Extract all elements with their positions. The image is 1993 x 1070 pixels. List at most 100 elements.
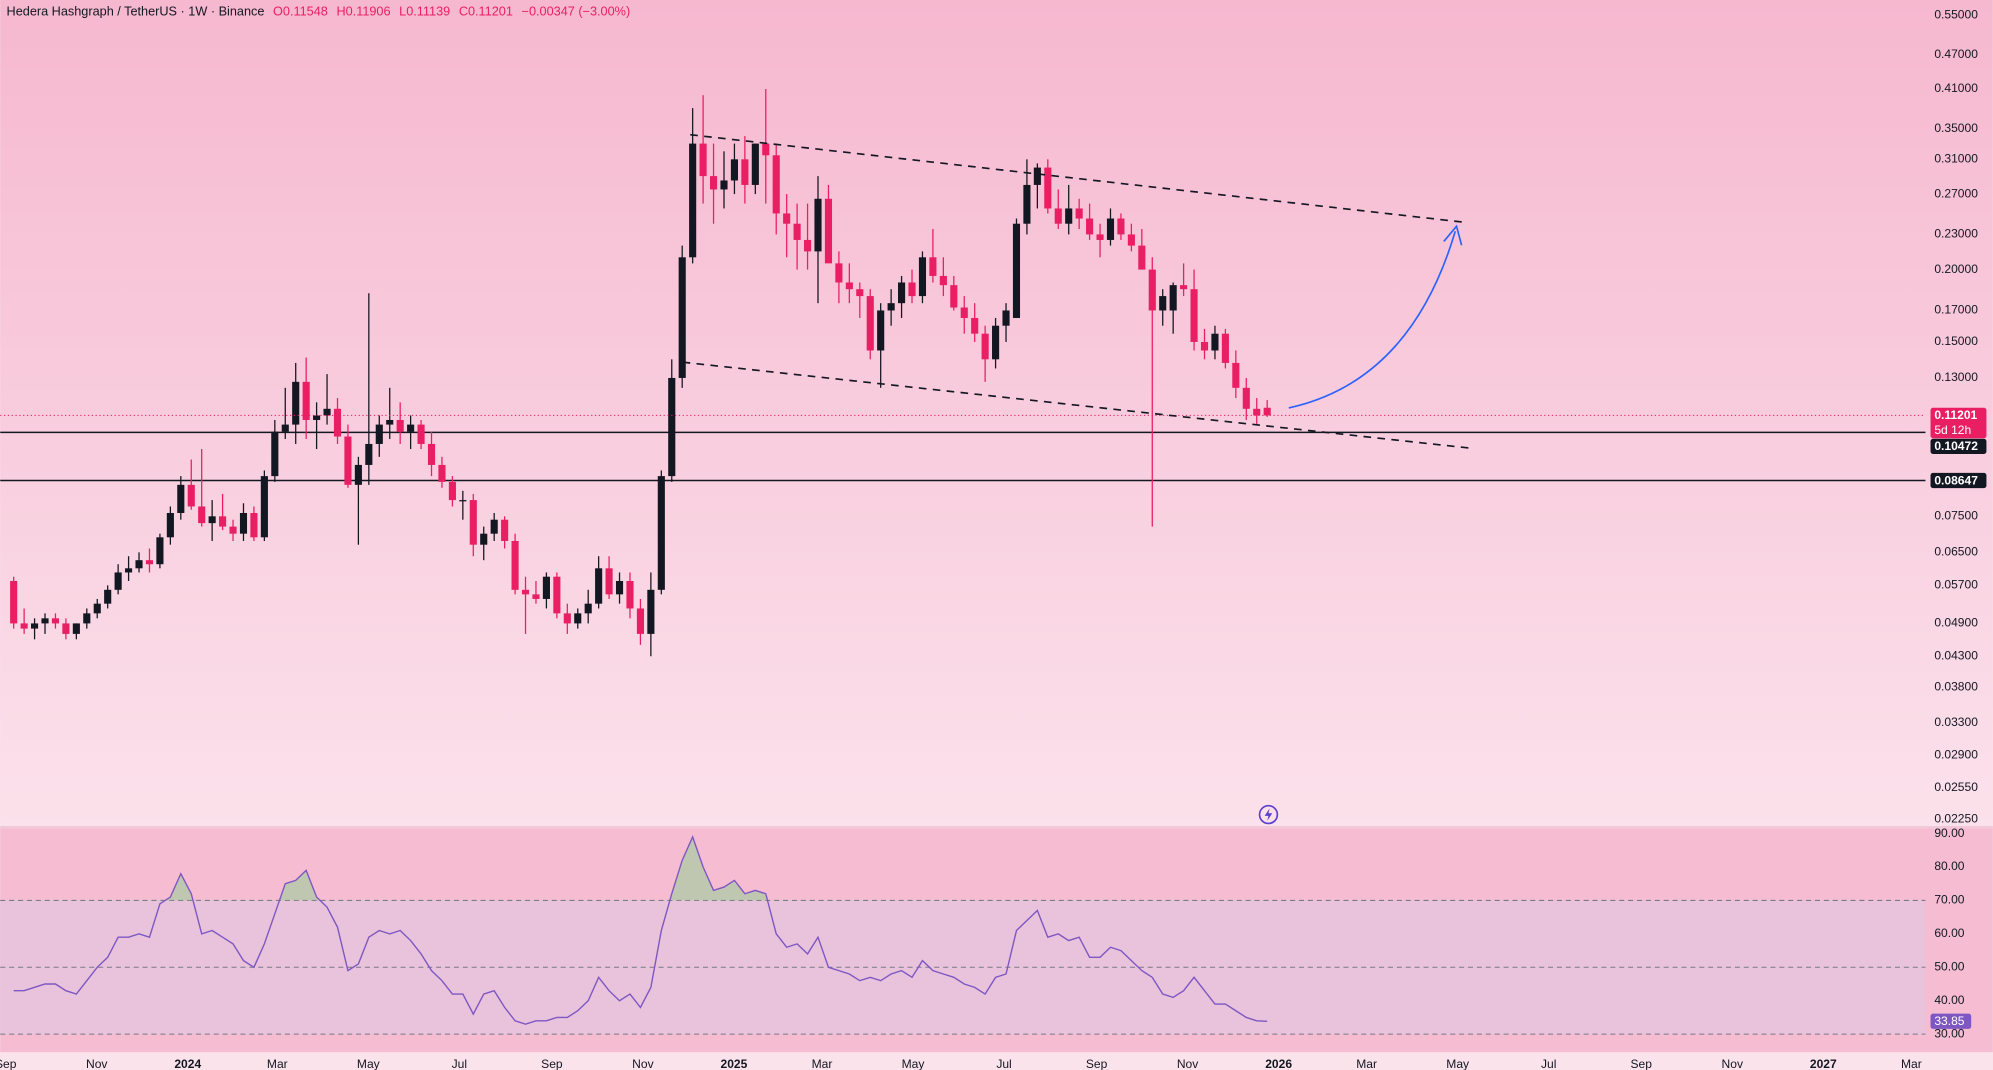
candle-body [281,424,289,432]
candle-body [689,143,697,258]
candle-body [751,143,759,185]
candle-body [1075,208,1083,219]
candle-body [845,282,853,290]
candle-body [1033,167,1041,185]
y-tick-label: 30.00 [1934,1026,1964,1040]
candle-body [574,613,582,624]
candle-body [939,275,947,286]
plot-layer: 0.55000 0.47000 0.41000 0.35000 0.31000 0.270… [0,7,1987,1070]
legend-open: O0.11548 [273,5,328,19]
x-tick-label: May [357,1057,380,1070]
candle-body [219,516,227,527]
candle-body [62,623,70,634]
candle-body [532,594,540,599]
candle-body [981,333,989,360]
candle-body [887,303,895,311]
lower-trendline [682,361,1475,450]
rsi-value-label: 33.85 [1934,1014,1964,1028]
y-tick-label: 0.17000 [1934,303,1978,317]
candle-body [1012,223,1021,318]
candle-body [636,608,644,634]
x-tick-label: Jul [452,1057,467,1070]
candle-body [824,198,833,264]
candle-body [699,143,707,177]
candle-body [427,443,436,465]
candle-body [793,223,801,240]
level-label: 0.08647 [1934,473,1978,487]
countdown-box [1930,407,1987,439]
candle-body [166,512,174,538]
candle-body [950,285,958,308]
candle-body [354,464,362,485]
y-tick-label: 0.15000 [1934,334,1978,348]
candle-body [250,512,258,538]
y-tick-label: 90.00 [1934,826,1964,840]
candle-body [929,257,937,276]
candle-body [615,580,624,595]
candle-body [1127,234,1135,246]
y-tick-label: 0.41000 [1934,81,1978,95]
candle-body [438,464,446,482]
x-tick-label: May [1446,1057,1469,1070]
symbol-title: Hedera Hashgraph / TetherUS · 1W · Binan… [7,5,265,19]
candle-body [1023,184,1031,224]
candle-body [323,408,331,416]
y-tick-label: 0.06500 [1934,545,1978,559]
x-tick-label: Sep [1086,1057,1108,1070]
candle-body [1263,407,1271,416]
y-tick-label: 0.02550 [1934,780,1978,794]
candle-body [135,560,143,569]
candle-body [375,424,383,444]
candle-body [877,310,885,351]
candle-body [709,176,718,190]
candle-body [41,618,49,624]
lightning-icon[interactable] [1258,804,1279,825]
candle-body [198,506,206,524]
candle-body [448,481,456,501]
candle-body [563,613,571,624]
candle-body [856,289,864,297]
candle-body [866,296,874,351]
y-tick-label: 0.35000 [1934,121,1978,135]
projection-arrow [1288,231,1457,409]
level-label-box [1930,472,1987,489]
candle-body [605,568,613,595]
candle-body [1054,208,1062,224]
x-tick-label: 2027 [1810,1057,1837,1070]
candle-body [407,424,415,432]
candle-body [1180,285,1188,290]
x-tick-label: Nov [1177,1057,1198,1070]
candle-body [396,419,404,432]
y-tick-label: 0.27000 [1934,186,1978,200]
candle-body [898,282,906,304]
rsi-value-box [1930,1013,1972,1029]
candle-body [1242,387,1250,409]
level-label: 0.10472 [1934,439,1978,453]
candle-body [271,431,279,477]
candle-body [1138,245,1146,270]
y-tick-label: 0.02250 [1934,811,1978,825]
candle-body [584,603,592,614]
candle-body [678,257,686,378]
candle-body [1221,333,1229,363]
candle-body [1200,341,1209,351]
candle-body [344,436,352,485]
candle-body [762,143,770,156]
y-tick-label: 0.47000 [1934,47,1978,61]
candle-body [83,613,91,624]
y-tick-label: 0.07500 [1934,509,1978,523]
candle-body [501,519,509,541]
x-tick-label: Nov [86,1057,107,1070]
candle-body [668,377,676,477]
candle-body [1159,296,1167,311]
x-tick-label: Jul [996,1057,1011,1070]
candle-body [595,568,603,604]
y-tick-label: 0.02900 [1934,748,1978,762]
rsi-line [13,835,1268,1025]
candle-body [1106,218,1115,240]
x-tick-label: May [902,1057,925,1070]
candle-body [51,618,60,624]
candle-body [480,533,488,545]
candle-body [417,424,425,444]
